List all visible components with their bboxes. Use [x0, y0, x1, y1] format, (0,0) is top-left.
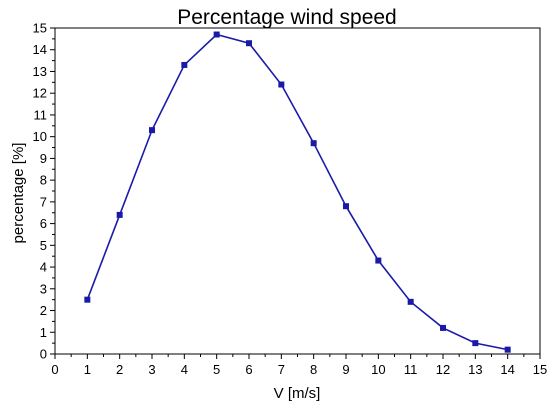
plot-frame — [54, 27, 541, 355]
data-point — [310, 140, 317, 147]
series-group — [84, 31, 511, 353]
x-axis-title: V [m/s] — [274, 385, 321, 402]
y-tick-label: 10 — [33, 129, 47, 144]
data-point — [181, 61, 188, 68]
x-tick-label: 7 — [278, 362, 285, 377]
x-tick-label: 3 — [148, 362, 155, 377]
data-point — [407, 298, 414, 305]
x-tick-label: 0 — [51, 362, 58, 377]
y-tick-label: 2 — [40, 303, 47, 318]
data-point — [116, 211, 123, 218]
x-axis: 0 1 2 3 4 5 6 7 8 9 10 11 12 13 14 15 — [51, 354, 547, 377]
x-tick-label: 4 — [181, 362, 188, 377]
x-tick-label: 9 — [342, 362, 349, 377]
data-point — [246, 40, 252, 47]
data-point — [440, 324, 446, 331]
x-tick-label: 5 — [213, 362, 220, 377]
y-tick-label: 15 — [33, 21, 47, 36]
data-point — [84, 296, 91, 303]
y-tick-label: 4 — [40, 260, 47, 275]
plot-border — [54, 27, 541, 355]
y-tick-label: 5 — [40, 238, 47, 253]
chart-title: Percentage wind speed — [177, 6, 397, 29]
y-tick-label: 14 — [33, 42, 47, 57]
y-tick-label: 3 — [40, 281, 47, 296]
y-tick-label: 12 — [33, 86, 47, 101]
data-point — [343, 203, 349, 210]
data-point — [504, 346, 511, 353]
data-point — [149, 127, 155, 134]
x-tick-label: 2 — [116, 362, 123, 377]
x-tick-label: 13 — [468, 362, 482, 377]
x-tick-label: 15 — [533, 362, 547, 377]
data-point — [213, 31, 220, 38]
x-tick-label: 8 — [310, 362, 317, 377]
y-axis-title: percentage [%] — [10, 143, 27, 244]
y-tick-label: 7 — [40, 194, 47, 209]
y-tick-label: 8 — [40, 173, 47, 188]
data-point — [278, 81, 285, 88]
y-tick-label: 9 — [40, 151, 47, 166]
x-tick-label: 6 — [245, 362, 252, 377]
y-tick-label: 13 — [33, 64, 47, 79]
x-tick-label: 12 — [436, 362, 450, 377]
y-tick-label: 0 — [40, 347, 47, 362]
x-tick-label: 1 — [84, 362, 91, 377]
series-line — [86, 33, 508, 351]
x-tick-label: 14 — [500, 362, 514, 377]
y-tick-label: 6 — [40, 216, 47, 231]
y-tick-label: 1 — [40, 325, 47, 340]
x-tick-label: 10 — [371, 362, 385, 377]
data-point — [472, 340, 479, 347]
x-tick-label: 11 — [404, 362, 418, 377]
data-point — [375, 257, 382, 264]
y-tick-label: 11 — [34, 107, 48, 122]
